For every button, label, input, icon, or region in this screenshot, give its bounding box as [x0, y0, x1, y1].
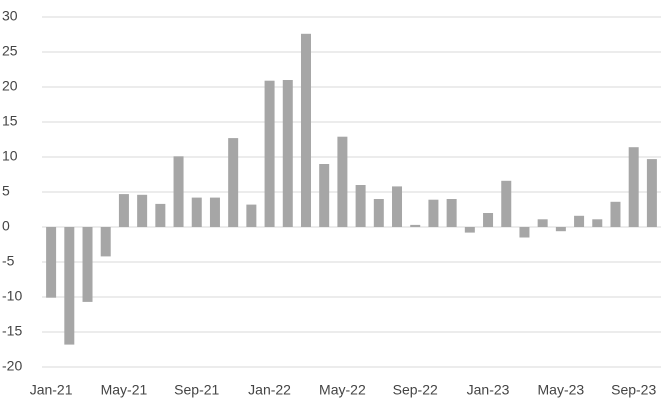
bar — [464, 227, 475, 233]
bar — [155, 203, 166, 227]
bar — [82, 227, 93, 302]
x-tick-label: Sep-21 — [174, 382, 219, 398]
x-tick-label: Jan-22 — [248, 382, 291, 398]
bar — [537, 219, 548, 227]
x-tick-label: Sep-22 — [393, 382, 438, 398]
y-tick-label: -15 — [2, 323, 22, 339]
y-tick-label: 10 — [2, 148, 18, 164]
bar — [173, 156, 184, 227]
bar — [282, 80, 293, 227]
bar — [337, 136, 348, 227]
x-tick-label: Sep-23 — [611, 382, 656, 398]
bar — [46, 227, 57, 298]
bar — [574, 215, 585, 227]
bar — [300, 33, 311, 227]
bar — [428, 199, 439, 227]
bar — [501, 180, 512, 227]
bar — [446, 199, 457, 227]
bar — [118, 194, 129, 227]
y-tick-label: 15 — [2, 113, 18, 129]
x-tick-label: Jan-23 — [467, 382, 510, 398]
x-tick-label: May-22 — [319, 382, 366, 398]
y-tick-label: 20 — [2, 78, 18, 94]
bar — [137, 194, 148, 227]
y-tick-label: 0 — [2, 218, 10, 234]
bar — [319, 164, 330, 227]
x-tick-label: May-23 — [538, 382, 585, 398]
y-tick-label: 30 — [2, 8, 18, 24]
bar — [646, 159, 657, 227]
bar — [610, 201, 621, 227]
bar — [228, 138, 239, 227]
y-tick-label: 5 — [2, 183, 10, 199]
y-tick-label: 25 — [2, 43, 18, 59]
bar — [628, 147, 639, 227]
bar — [246, 204, 257, 227]
bar — [519, 227, 530, 238]
bar — [373, 199, 384, 227]
y-tick-label: -5 — [2, 253, 15, 269]
bar — [264, 80, 275, 227]
bar — [555, 227, 566, 232]
bar — [209, 197, 220, 227]
bar — [483, 213, 494, 227]
bar — [64, 227, 75, 345]
bar — [392, 186, 403, 227]
y-tick-label: -20 — [2, 358, 22, 374]
bar — [355, 185, 366, 227]
bar — [592, 219, 603, 227]
bar — [100, 227, 111, 257]
bar — [191, 197, 202, 227]
bar — [410, 224, 421, 227]
x-tick-label: May-21 — [101, 382, 148, 398]
x-tick-label: Jan-21 — [30, 382, 73, 398]
y-tick-label: -10 — [2, 288, 22, 304]
